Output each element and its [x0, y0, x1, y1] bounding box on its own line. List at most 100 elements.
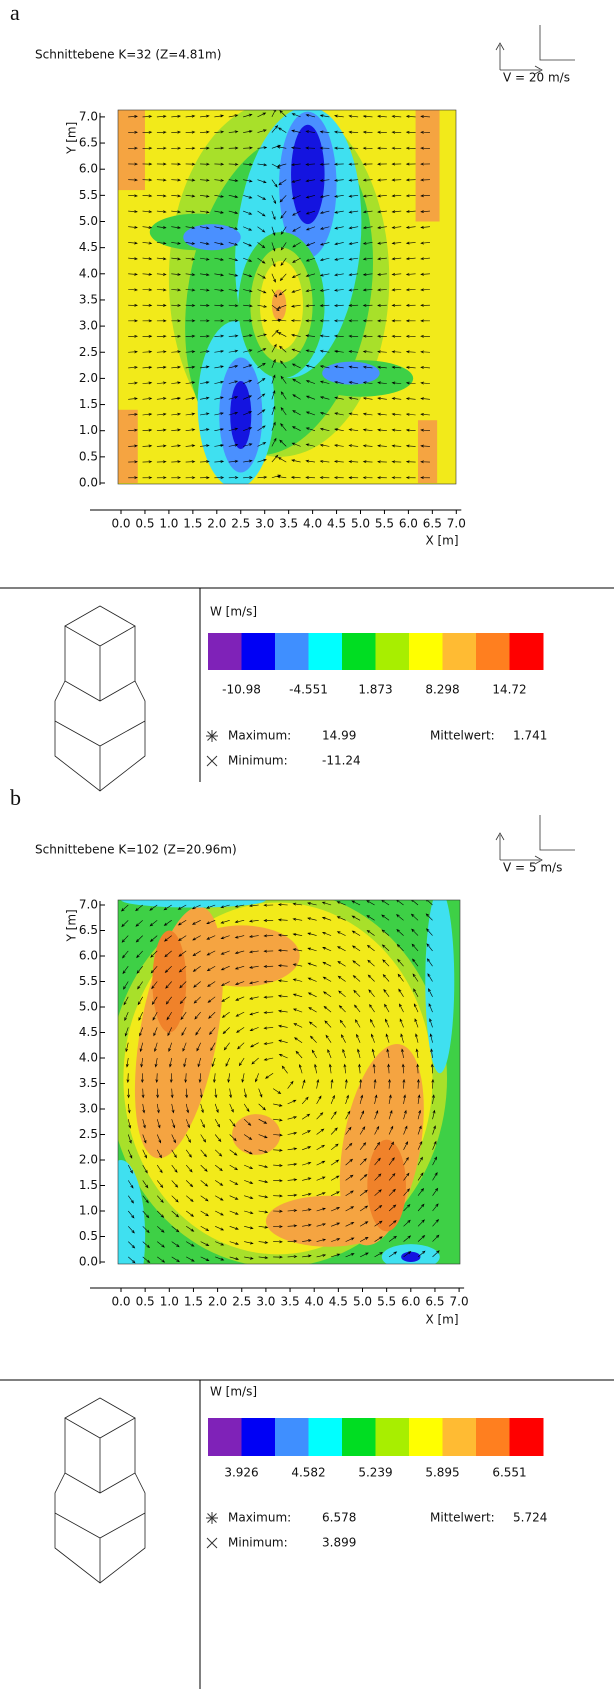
- vector-arrow: [319, 195, 330, 198]
- vector-arrow: [280, 226, 287, 235]
- vector-arrow: [156, 319, 167, 323]
- vector-arrow: [142, 365, 153, 369]
- vector-arrow: [322, 991, 332, 998]
- vector-arrow: [367, 974, 375, 982]
- y-tick-label: 3.0: [79, 319, 98, 333]
- vector-arrow: [391, 226, 402, 229]
- vector-arrow: [257, 112, 267, 118]
- vector-arrow: [307, 917, 317, 921]
- vector-arrow: [257, 442, 267, 447]
- vector-arrow: [348, 114, 359, 118]
- vector-arrow: [273, 1240, 283, 1244]
- vector-arrow: [337, 961, 346, 967]
- vector-arrow: [372, 1063, 376, 1074]
- vector-arrow: [331, 1253, 341, 1258]
- vector-arrow: [374, 1236, 383, 1242]
- x-tick-label: 0.5: [136, 1295, 155, 1309]
- colorbar-segment: [375, 1418, 410, 1456]
- vector-arrow: [302, 1146, 312, 1151]
- vector-arrow: [171, 226, 181, 230]
- vector-arrow: [192, 950, 201, 957]
- vector-arrow: [123, 981, 129, 990]
- vector-arrow: [359, 1189, 368, 1196]
- vector-arrow: [362, 288, 373, 292]
- vector-arrow: [403, 1156, 409, 1166]
- vector-arrow: [292, 902, 303, 906]
- y-tick-label: 2.5: [79, 1127, 98, 1141]
- vector-arrow: [405, 397, 416, 401]
- vector-arrow: [220, 935, 230, 940]
- vector-arrow: [334, 412, 344, 416]
- vector-arrow: [142, 272, 153, 276]
- vector-arrow: [359, 1173, 368, 1181]
- vector-arrow: [334, 365, 344, 369]
- vector-arrow: [200, 304, 210, 307]
- vector-arrow: [229, 1210, 239, 1215]
- vector-arrow: [402, 1078, 406, 1089]
- vector-arrow: [228, 476, 239, 480]
- vector-arrow: [227, 1073, 231, 1083]
- vector-arrow: [156, 350, 167, 354]
- vector-arrow: [251, 1057, 259, 1065]
- vector-arrow: [185, 162, 196, 166]
- vector-arrow: [271, 195, 277, 205]
- vector-arrow: [359, 1078, 363, 1089]
- vector-arrow: [271, 258, 276, 268]
- vector-arrow: [334, 242, 344, 246]
- vector-arrow: [185, 476, 196, 480]
- vector-arrow: [359, 1126, 366, 1135]
- vector-arrow: [244, 1164, 254, 1169]
- vector-arrow: [305, 459, 316, 463]
- vector-arrow: [334, 350, 344, 353]
- x-tick-label: 6.5: [423, 517, 442, 531]
- vector-arrow: [416, 1063, 420, 1074]
- vector-arrow: [305, 242, 316, 246]
- vector-arrow: [305, 304, 316, 308]
- vector-arrow: [420, 397, 430, 401]
- vector-arrow: [171, 146, 182, 150]
- vector-arrow: [377, 303, 387, 307]
- vector-arrow: [142, 257, 153, 261]
- y-tick-label: 0.5: [79, 449, 98, 463]
- vector-arrow: [366, 900, 375, 906]
- vector-arrow: [128, 444, 138, 448]
- vector-arrow: [291, 273, 301, 278]
- vector-arrow: [328, 1063, 332, 1074]
- plot-title: Schnittebene K=32 (Z=4.81m): [35, 48, 221, 62]
- vector-arrow: [200, 1256, 210, 1262]
- vector-arrow: [168, 1042, 172, 1052]
- vector-arrow: [249, 950, 259, 954]
- vector-arrow: [385, 1018, 390, 1028]
- x-tick-label: 5.0: [353, 1295, 372, 1309]
- vector-arrow: [292, 242, 301, 248]
- vector-arrow: [185, 412, 196, 416]
- vector-arrow: [420, 412, 430, 416]
- vector-arrow: [405, 319, 416, 323]
- vector-arrow: [280, 375, 287, 384]
- vector-arrow: [338, 990, 346, 998]
- vector-arrow: [414, 1018, 419, 1028]
- contour-region: [230, 381, 252, 450]
- contour-field: [118, 900, 460, 1264]
- vector-arrow: [358, 1063, 361, 1074]
- vector-arrow: [319, 319, 330, 323]
- vector-arrow: [257, 304, 268, 308]
- vector-arrow: [257, 163, 268, 167]
- vector-arrow: [185, 1103, 190, 1114]
- vector-arrow: [221, 1011, 230, 1018]
- vector-arrow: [374, 1094, 378, 1104]
- vector-arrow: [142, 1134, 147, 1144]
- vector-arrow: [401, 1063, 405, 1074]
- vector-arrow: [302, 1254, 312, 1258]
- vector-arrow: [273, 1103, 283, 1107]
- vector-arrow: [405, 350, 416, 354]
- vector-arrow: [229, 1088, 233, 1099]
- vector-arrow: [382, 959, 390, 967]
- vector-arrow: [142, 303, 153, 307]
- y-tick-label: 1.0: [79, 1204, 98, 1218]
- vector-arrow: [165, 996, 172, 1005]
- colorbar-segment: [241, 1418, 276, 1456]
- vector-arrow: [330, 1159, 340, 1166]
- vector-arrow: [220, 920, 230, 924]
- vector-arrow: [128, 428, 138, 432]
